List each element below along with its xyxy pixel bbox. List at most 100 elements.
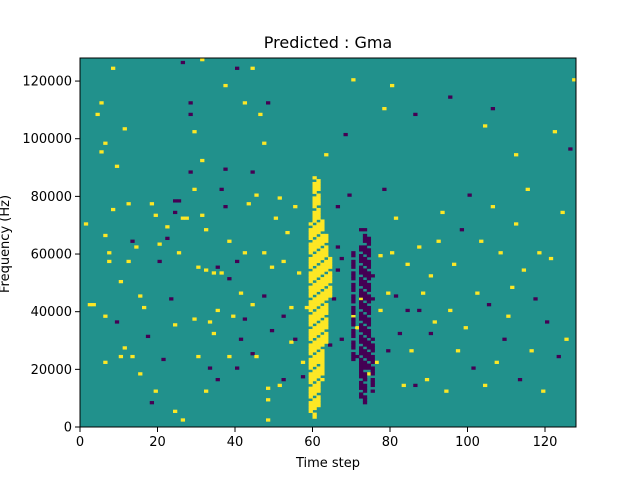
heatmap-band-cell [316,403,321,408]
heatmap-band-cell [312,311,317,315]
heatmap-band-cell [351,305,356,310]
heatmap-cell [204,268,209,272]
heatmap-cell [401,383,406,388]
heatmap-cell [444,389,449,393]
heatmap-band-cell [308,291,313,295]
heatmap-band-cell [370,372,375,376]
heatmap-band-cell [316,314,321,318]
heatmap-band-cell [316,337,321,341]
heatmap-cell [227,277,232,281]
heatmap-cell [277,383,282,388]
heatmap-cell [215,265,220,269]
heatmap-band-cell [308,228,313,232]
heatmap-cell [176,199,182,203]
heatmap-cell [180,418,186,422]
heatmap-band-cell [320,239,325,243]
heatmap-band-cell [370,343,375,347]
heatmap-cell [192,187,197,192]
heatmap-band-cell [362,248,368,252]
heatmap-band-cell [359,357,364,362]
heatmap-band-cell [316,202,321,206]
heatmap-band-cell [362,262,368,266]
heatmap-band-cell [316,357,321,362]
heatmap-band-cell [366,262,372,266]
heatmap-cell [335,205,341,209]
heatmap-cell [413,383,418,388]
heatmap-cell [459,228,465,232]
heatmap-cell [335,245,341,249]
heatmap-band-cell [366,323,372,327]
heatmap-band-cell [312,205,317,209]
heatmap-cell [122,346,127,350]
heatmap-band-cell [316,340,321,344]
heatmap-band-cell [328,265,333,269]
heatmap-cell [262,251,267,255]
heatmap-cell [486,303,492,307]
heatmap-band-cell [351,331,356,336]
heatmap-cell [475,291,480,295]
heatmap-band-cell [362,294,368,298]
heatmap-band-cell [366,334,372,339]
heatmap-band-cell [359,271,364,275]
heatmap-cell [157,242,162,246]
heatmap-band-cell [320,262,325,266]
heatmap-band-cell [308,314,313,318]
heatmap-band-cell [308,288,313,292]
heatmap-band-cell [316,389,321,393]
heatmap-band-cell [359,291,364,295]
heatmap-band-cell [312,216,317,220]
heatmap-band-cell [366,297,372,301]
heatmap-band-cell [308,236,313,241]
heatmap-band-cell [320,357,325,362]
heatmap-band-cell [312,328,317,333]
heatmap-band-cell [328,256,333,261]
heatmap-band-cell [351,354,356,359]
heatmap-band-cell [308,392,313,396]
x-tick-label: 60 [304,435,321,450]
heatmap-band-cell [320,363,325,367]
heatmap-band-cell [308,331,313,336]
heatmap-cell [440,210,445,215]
heatmap-cell [421,291,426,295]
heatmap-band-cell [320,300,325,304]
heatmap-band-cell [308,323,313,327]
heatmap-band-cell [324,340,329,344]
heatmap-cell [173,199,178,203]
heatmap-cell [83,222,89,226]
heatmap-band-cell [312,363,317,367]
heatmap-cell [165,225,170,229]
heatmap-cell [506,314,511,318]
heatmap-band-cell [359,340,364,344]
heatmap-cell [126,259,131,264]
heatmap-band-cell [370,389,375,393]
heatmap-cell [393,294,399,298]
heatmap-band-cell [312,291,317,295]
heatmap-band-cell [312,303,317,307]
heatmap-band-cell [366,311,372,315]
heatmap-cell [370,274,375,278]
heatmap-band-cell [316,311,321,315]
heatmap-cell [455,349,461,353]
heatmap-band-cell [320,277,325,281]
heatmap-cell [300,375,306,379]
heatmap-band-cell [308,357,313,362]
heatmap-band-cell [308,363,313,367]
heatmap-band-cell [316,199,321,203]
heatmap-band-cell [312,340,317,344]
heatmap-band-cell [308,305,313,310]
heatmap-band-cell [359,323,364,327]
heatmap-band-cell [362,297,368,301]
heatmap-band-cell [316,380,321,385]
heatmap-band-cell [351,288,356,292]
heatmap-band-cell [324,323,329,327]
heatmap-cell [374,360,379,364]
heatmap-band-cell [362,291,368,295]
heatmap-band-cell [320,354,325,359]
heatmap-band-cell [312,274,317,278]
heatmap-band-cell [312,403,317,408]
heatmap-band-cell [312,262,317,266]
heatmap-band-cell [351,346,356,350]
heatmap-band-cell [320,349,325,353]
heatmap-band-cell [308,401,313,405]
heatmap-cell [568,147,573,151]
